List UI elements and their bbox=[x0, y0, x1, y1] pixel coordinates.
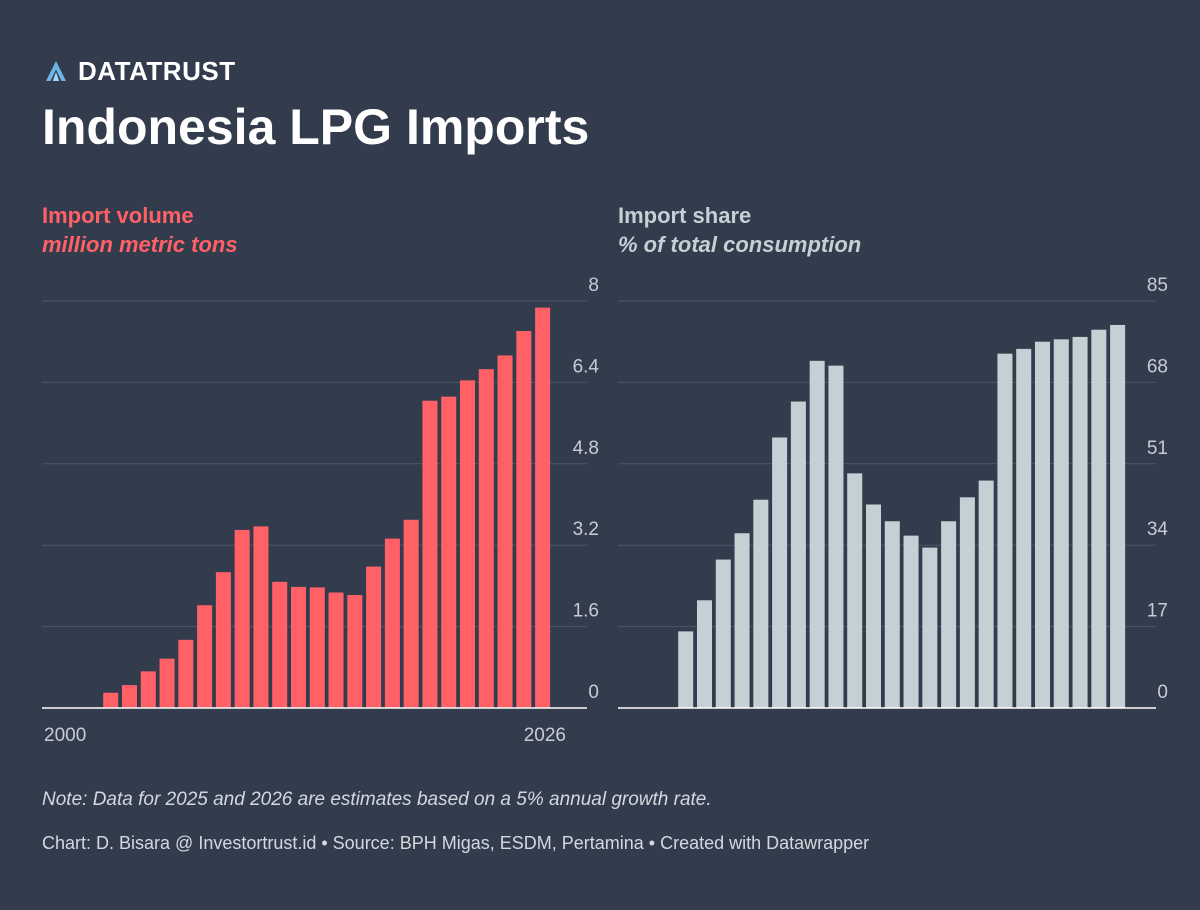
volume-bar-2022 bbox=[459, 380, 476, 708]
share-bar-2022 bbox=[1034, 341, 1051, 708]
share-bar-2020 bbox=[997, 353, 1013, 708]
volume-x-tick-label: 2000 bbox=[44, 725, 86, 746]
share-y-tick-label: 34 bbox=[1147, 519, 1169, 540]
page-title: Indonesia LPG Imports bbox=[42, 99, 590, 155]
share-bar-2015 bbox=[903, 535, 919, 708]
volume-bar-2016 bbox=[347, 595, 363, 708]
volume-bar-2014 bbox=[309, 587, 325, 708]
share-bar-2012 bbox=[847, 473, 863, 708]
share-y-tick-label: 85 bbox=[1147, 275, 1168, 296]
share-bar-2007 bbox=[753, 499, 769, 708]
volume-bar-2011 bbox=[253, 526, 269, 708]
volume-bar-2012 bbox=[272, 581, 288, 708]
volume-y-tick-label: 8 bbox=[588, 275, 599, 296]
volume-bar-2009 bbox=[215, 572, 231, 708]
share-bar-2010 bbox=[809, 360, 825, 708]
volume-bar-2006 bbox=[159, 658, 175, 708]
volume-y-tick-label: 4.8 bbox=[573, 438, 599, 459]
volume-bar-2019 bbox=[403, 519, 419, 708]
datatrust-logo-icon bbox=[46, 61, 66, 81]
share-bar-2026 bbox=[1110, 324, 1126, 708]
share-bar-2017 bbox=[941, 521, 957, 708]
share-y-tick-label: 51 bbox=[1147, 438, 1168, 459]
share-bar-2003 bbox=[678, 631, 694, 708]
share-bar-2018 bbox=[959, 497, 975, 708]
share-bar-2014 bbox=[884, 521, 900, 708]
volume-bar-2003 bbox=[103, 692, 119, 708]
share-bar-2023 bbox=[1053, 339, 1069, 708]
share-bar-2006 bbox=[734, 533, 750, 708]
share-bar-2008 bbox=[772, 437, 788, 708]
volume-bar-2010 bbox=[234, 529, 250, 708]
share-bar-2005 bbox=[715, 559, 731, 708]
share-bar-2009 bbox=[790, 401, 806, 708]
share-bar-2019 bbox=[978, 480, 994, 708]
chart-credit: Chart: D. Bisara @ Investortrust.id • So… bbox=[42, 833, 870, 853]
volume-bar-2005 bbox=[140, 671, 156, 708]
volume-bar-2020 bbox=[422, 400, 438, 708]
share-y-tick-label: 17 bbox=[1147, 601, 1168, 622]
volume-bar-2008 bbox=[197, 605, 213, 708]
volume-bar-2025 bbox=[516, 331, 532, 708]
share-bar-2021 bbox=[1016, 348, 1032, 708]
volume-bar-2007 bbox=[178, 639, 194, 708]
volume-chart-title: Import volume bbox=[42, 203, 194, 228]
volume-bar-2013 bbox=[290, 586, 307, 708]
volume-bar-2004 bbox=[121, 685, 138, 708]
volume-bar-2021 bbox=[441, 396, 457, 708]
volume-bar-2026 bbox=[535, 307, 551, 708]
share-chart: 0 17 34 51 68 85 bbox=[618, 275, 1169, 709]
share-bar-2013 bbox=[865, 504, 882, 708]
volume-x-tick-label: 2026 bbox=[524, 725, 566, 746]
share-y-tick-label: 0 bbox=[1157, 682, 1168, 703]
volume-bar-2024 bbox=[497, 355, 513, 708]
volume-y-tick-label: 3.2 bbox=[573, 519, 599, 540]
volume-y-tick-label: 0 bbox=[588, 682, 599, 703]
brand: DATATRUST bbox=[44, 56, 236, 86]
brand-name: DATATRUST bbox=[78, 55, 236, 86]
share-chart-subtitle: % of total consumption bbox=[618, 232, 862, 257]
share-bar-2025 bbox=[1091, 329, 1107, 708]
volume-bar-2017 bbox=[366, 566, 382, 708]
volume-chart: 0 1.6 3.2 4.8 6.4 8 2000 2026 bbox=[42, 275, 599, 746]
share-y-tick-label: 68 bbox=[1147, 356, 1168, 377]
share-bar-2004 bbox=[696, 600, 713, 708]
share-bar-2024 bbox=[1072, 336, 1088, 708]
volume-chart-subtitle: million metric tons bbox=[42, 232, 238, 257]
share-bar-2016 bbox=[922, 547, 938, 708]
share-bar-2011 bbox=[828, 365, 844, 708]
volume-bar-2023 bbox=[478, 369, 494, 708]
volume-y-tick-label: 6.4 bbox=[573, 356, 600, 377]
volume-y-tick-label: 1.6 bbox=[573, 601, 599, 622]
volume-bar-2015 bbox=[328, 592, 344, 708]
share-chart-title: Import share bbox=[618, 203, 752, 228]
volume-bar-2018 bbox=[384, 538, 400, 708]
chart-note: Note: Data for 2025 and 2026 are estimat… bbox=[42, 789, 712, 810]
